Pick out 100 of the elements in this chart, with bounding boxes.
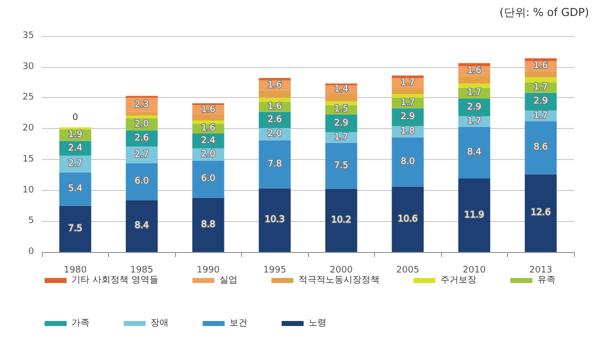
bar	[258, 140, 291, 188]
x-tick-label: 1995	[263, 266, 286, 276]
data-label: 2.0	[268, 129, 282, 140]
data-label: 2.6	[134, 133, 150, 144]
data-label: 1.6	[201, 124, 216, 134]
bar	[192, 198, 224, 252]
bar	[458, 178, 490, 252]
x-tick-label: 1990	[196, 266, 220, 276]
data-label: 1.7	[467, 88, 482, 98]
data-label: 1.9	[68, 130, 83, 140]
x-tick-label: 2000	[330, 266, 353, 276]
bar	[126, 116, 158, 118]
data-label: 6.0	[201, 174, 216, 184]
data-label: 10.3	[264, 215, 285, 226]
bar	[524, 174, 557, 252]
legend-label: 노령	[308, 318, 327, 328]
legend-label: 보건	[230, 318, 248, 328]
data-label: 2.9	[400, 112, 416, 122]
data-label: 2.9	[534, 96, 548, 107]
legend-label: 가족	[72, 318, 90, 328]
y-tick-label: 35	[22, 31, 34, 41]
data-label: 1.6	[268, 102, 282, 112]
bar	[392, 94, 424, 98]
data-label: 0	[72, 112, 78, 123]
legend-label: 장애	[150, 318, 169, 328]
data-label: 1.4	[334, 84, 349, 95]
data-label: 8.0	[400, 156, 416, 167]
x-tick-label: 2013	[529, 266, 552, 276]
bar	[392, 186, 424, 252]
data-label: 2.0	[134, 119, 150, 130]
bar	[325, 142, 358, 190]
bar	[192, 160, 224, 198]
bar	[258, 98, 291, 102]
data-label: 2.9	[334, 118, 349, 128]
data-label: 2.6	[268, 114, 282, 125]
legend-label: 주거보장	[440, 276, 476, 286]
bar	[458, 84, 490, 88]
data-label: 1.6	[467, 66, 482, 76]
data-label: 8.8	[201, 220, 216, 230]
bar	[524, 121, 557, 174]
data-label: 2.4	[201, 136, 216, 146]
data-label: 5.4	[68, 184, 83, 194]
bar	[458, 63, 490, 66]
legend-label: 기타 사회정책 영역들	[72, 276, 158, 286]
data-label: 1.7	[534, 110, 548, 121]
data-label: 1.6	[534, 61, 548, 72]
bar	[126, 163, 158, 200]
legend-label: 적극적노동시장정책	[298, 276, 380, 286]
bar	[258, 78, 291, 80]
text: (단위: % of GDP)	[500, 6, 590, 19]
x-tick-label: 2010	[462, 266, 486, 276]
data-label: 2.9	[467, 102, 482, 112]
data-label: 7.5	[334, 160, 348, 171]
data-label: 1.6	[201, 105, 216, 116]
data-label: 8.4	[467, 148, 482, 158]
bar	[458, 126, 490, 179]
data-label: 2.7	[68, 159, 82, 170]
y-tick-label: 5	[28, 216, 34, 226]
data-label: 7.8	[268, 159, 282, 170]
data-label: 7.5	[68, 224, 82, 234]
bar	[392, 88, 424, 94]
bar	[258, 188, 291, 252]
x-tick-label: 1985	[130, 266, 154, 276]
y-tick-label: 10	[22, 185, 34, 196]
data-label: 1.8	[400, 126, 416, 137]
data-label: 10.6	[398, 214, 418, 224]
legend-label: 실업	[219, 276, 238, 286]
data-label: 1.7	[400, 98, 415, 108]
data-label: 12.6	[530, 208, 552, 218]
bar	[126, 112, 158, 116]
bar	[325, 94, 358, 102]
data-label: 1.6	[268, 80, 282, 90]
bar	[192, 120, 224, 124]
data-label: 11.9	[464, 210, 485, 220]
bar	[126, 200, 158, 252]
x-tick-label: 1980	[64, 266, 87, 276]
data-label: 2.7	[134, 150, 149, 160]
data-label: 2.0	[201, 149, 216, 160]
data-label: 6.0	[134, 176, 150, 187]
data-label: 1.5	[334, 104, 348, 115]
bar	[524, 77, 557, 82]
data-label: 2.4	[68, 143, 83, 154]
data-label: 1.7	[334, 132, 348, 143]
x-tick-label: 2005	[396, 266, 420, 276]
bar	[524, 71, 557, 78]
bar	[392, 75, 424, 78]
data-label: 8.6	[534, 142, 548, 153]
data-label: 1.7	[400, 78, 415, 88]
y-tick-label: 15	[22, 154, 34, 164]
data-label: 8.4	[134, 221, 150, 232]
bar	[258, 90, 291, 98]
legend-label: 유족	[537, 276, 556, 286]
data-label: 2.3	[134, 100, 149, 110]
bar	[325, 189, 358, 252]
bar	[59, 206, 92, 252]
y-tick-label: 25	[22, 92, 34, 103]
data-label: 1.7	[534, 82, 548, 93]
bar	[458, 76, 490, 84]
bar	[524, 58, 557, 62]
bar	[192, 114, 224, 121]
